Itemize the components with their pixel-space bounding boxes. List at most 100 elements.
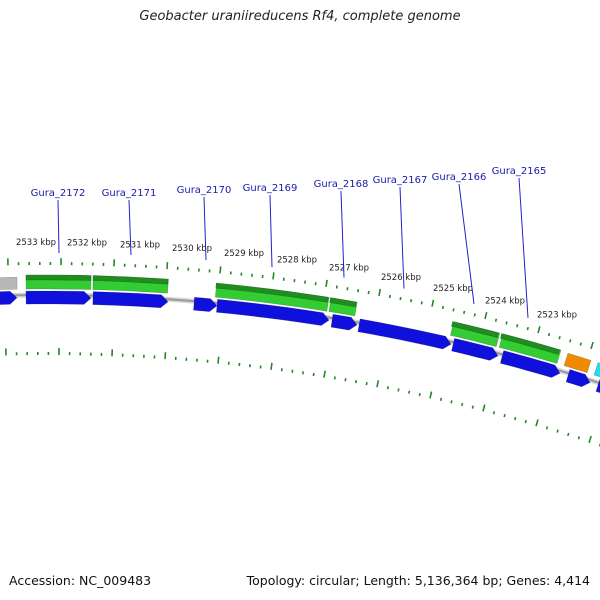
locus-label: Gura_2171 [102,188,157,199]
locus-leader-line [518,177,529,318]
scale-tick [367,290,370,295]
kbp-label: 2530 kbp [172,244,212,254]
cds-arrow [565,369,591,388]
cds-arrow [216,298,330,326]
inner-tick [567,432,570,437]
scale-tick [547,332,551,337]
locus-label-layer: Gura_2172 Gura_2171 Gura_2170 Gura_2169 Gura… [31,166,547,318]
kbp-label: 2532 kbp [67,238,107,248]
scale-tick [473,313,476,317]
kbp-label: 2525 kbp [433,284,473,294]
inner-tick [323,370,326,378]
locus-label: Gura_2165 [492,166,547,177]
scale-tick [452,308,455,312]
inner-tick [450,400,453,404]
kbp-label: 2533 kbp [16,238,56,248]
kbp-label: 2529 kbp [224,249,264,259]
cds-arrow [595,378,600,394]
scale-tick [590,341,594,350]
scale-tick [516,324,519,328]
inner-tick [471,405,474,409]
inner-tick [492,411,496,415]
gene-band-edge [329,297,357,308]
genome-info-text: Topology: circular; Length: 5,136,364 bp… [246,573,590,588]
cds-arrow [451,338,499,361]
scale-tick [388,294,391,299]
kbp-label: 2524 kbp [485,296,525,306]
locus-label: Gura_2166 [432,172,487,183]
locus-label: Gura_2167 [373,175,428,186]
inner-tick [376,380,380,388]
gene-band-orange [563,352,592,374]
scale-tick [378,288,382,297]
scale-tick [420,301,423,305]
inner-tick [344,378,347,382]
map-title: Geobacter uraniireducens Rf4, complete g… [139,9,461,24]
scale-tick [494,318,498,322]
inner-tick [429,391,433,399]
gene-band-edge [92,275,169,285]
gene-band-gray [0,276,18,290]
scale-tick [431,299,435,307]
gene-band-edge [215,282,329,303]
locus-label: Gura_2172 [31,188,86,199]
scale-tick [484,312,488,320]
scale-tick [505,321,508,325]
inner-tick [545,426,549,430]
gene-band-edge [451,321,499,338]
cds-arrow [0,290,18,305]
scale-tick [219,266,222,274]
inner-tick [365,382,368,386]
kbp-label: 2526 kbp [381,273,421,283]
scale-tick [441,305,445,310]
inner-tick [556,429,559,433]
scale-tick [357,288,360,293]
inner-tick [418,392,421,397]
locus-leader-line [128,199,132,256]
cds-arrow [92,291,169,309]
cds-arrow [193,296,218,312]
gene-band-edge [25,274,92,281]
scale-tick [272,272,275,280]
locus-leader-line [340,190,345,278]
inner-tick [535,419,539,427]
cds-arrow [25,290,92,305]
kbp-label: 2528 kbp [277,255,317,265]
inner-tick [439,397,443,402]
cds-arrow [357,318,452,350]
scale-tick [579,342,583,346]
accession-text: Accession: NC_009483 [9,573,152,588]
inner-tick [333,376,336,380]
kbp-label: 2531 kbp [120,240,160,250]
feature-layer [0,274,600,394]
scale-tick [537,326,541,334]
locus-leader-line [57,199,60,254]
inner-tick [270,362,273,370]
locus-leader-line [203,196,207,261]
inner-tick [482,404,486,412]
tick-layer [5,258,600,447]
inner-tick [355,380,358,384]
kbp-label: 2523 kbp [537,311,577,321]
inner-tick [524,419,528,424]
scale-tick [558,336,561,340]
locus-leader-line [269,194,273,268]
locus-label: Gura_2168 [314,179,369,190]
inner-tick [397,388,400,392]
locus-leader-line [458,183,475,304]
inner-tick [408,390,411,394]
cds-arrow [330,313,358,331]
locus-label: Gura_2169 [243,183,298,194]
gene-band-cyan [593,362,600,378]
scale-tick [526,326,529,331]
inner-tick [461,402,464,407]
locus-leader-line [399,186,405,289]
inner-tick [503,413,506,418]
scale-tick [410,299,413,303]
kbp-label: 2527 kbp [329,263,369,273]
scale-tick [325,279,328,287]
inner-tick [577,436,581,440]
gene-band-edge [500,333,561,355]
inner-tick [514,416,517,421]
